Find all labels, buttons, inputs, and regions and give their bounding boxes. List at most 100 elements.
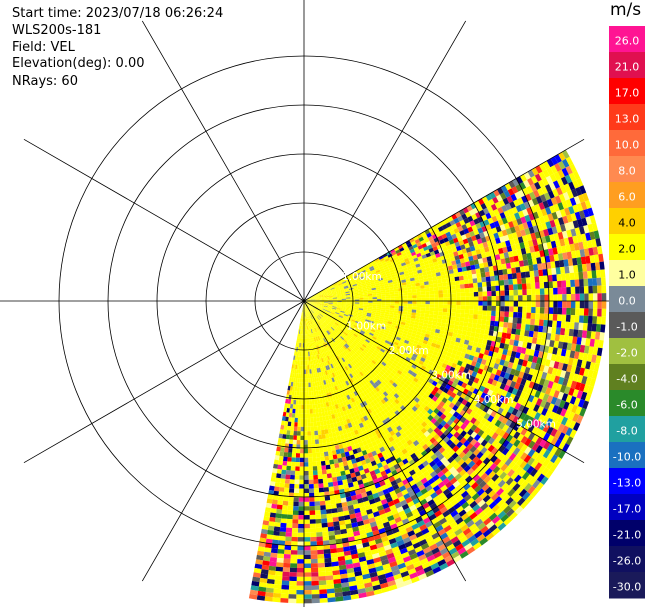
velocity-cell [477,282,483,288]
velocity-cell [372,275,378,279]
velocity-cell [575,301,580,309]
velocity-cell [461,361,467,368]
velocity-cell [491,285,496,292]
velocity-cell [385,294,391,297]
velocity-cell [315,298,320,300]
velocity-cell [403,295,408,299]
velocity-cell [469,230,476,237]
velocity-cell [381,336,387,341]
velocity-cell [419,316,425,321]
velocity-cell [351,271,357,275]
velocity-cell [439,229,446,236]
velocity-cell [565,273,571,281]
velocity-cell [337,296,342,298]
velocity-cell [545,184,552,193]
velocity-cell [451,293,457,298]
velocity-cell [464,353,470,360]
velocity-cell [353,310,359,313]
velocity-cell [459,366,466,372]
velocity-cell [575,344,581,353]
velocity-cell [553,390,560,399]
velocity-cell [479,363,486,370]
velocity-cell [511,322,517,329]
velocity-cell [425,294,430,298]
velocity-cell [445,339,452,345]
velocity-cell [371,271,377,275]
velocity-cell [384,285,390,289]
velocity-cell [596,316,602,325]
velocity-cell [559,259,565,268]
velocity-cell [346,302,351,304]
velocity-cell [428,227,435,233]
velocity-cell [520,378,527,386]
velocity-cell [396,345,402,351]
velocity-cell [432,257,438,263]
velocity-cell [586,239,593,249]
velocity-cell [306,299,311,301]
velocity-cell [499,342,505,349]
velocity-cell [496,259,502,266]
velocity-cell [380,309,386,312]
velocity-cell [369,318,375,322]
velocity-cell [375,328,381,333]
velocity-cell [341,301,347,304]
velocity-cell [524,330,530,337]
velocity-cell [327,306,333,309]
velocity-cell [513,340,519,347]
velocity-cell [474,351,480,358]
velocity-cell [401,333,407,338]
velocity-cell [332,299,338,301]
velocity-cell [517,236,524,244]
velocity-cell [405,346,411,352]
velocity-cell [365,279,370,283]
velocity-cell [502,197,510,206]
velocity-cell [550,333,556,341]
velocity-cell [444,343,451,349]
velocity-cell [587,369,594,379]
velocity-cell [465,373,472,380]
velocity-cell [385,307,390,311]
velocity-cell [460,334,467,340]
velocity-cell [476,357,483,364]
velocity-cell [559,208,567,218]
velocity-cell [501,332,507,339]
velocity-cell [555,354,561,363]
velocity-cell [385,301,391,304]
velocity-cell [326,289,331,292]
velocity-cell [386,262,392,267]
velocity-cell [521,359,528,367]
velocity-cell [420,313,425,317]
velocity-cell [511,232,518,239]
velocity-cell [442,293,448,298]
velocity-cell [365,319,370,323]
velocity-cell [457,329,463,335]
velocity-cell [521,195,528,204]
velocity-cell [524,265,530,272]
velocity-cell [471,269,477,275]
velocity-cell [357,273,363,277]
velocity-cell [394,291,399,294]
velocity-cell [412,327,418,332]
velocity-cell [491,379,498,387]
velocity-cell [306,301,311,304]
velocity-cell [398,305,404,309]
velocity-cell [318,307,323,310]
velocity-cell [553,287,558,295]
velocity-cell [345,307,350,310]
velocity-cell [353,312,358,316]
velocity-cell [559,384,567,394]
velocity-cell [429,297,435,301]
velocity-cell [385,296,391,299]
velocity-cell [509,306,514,312]
velocity-cell [428,314,434,319]
velocity-cell [351,279,356,283]
velocity-cell [475,383,482,391]
velocity-cell [408,245,414,251]
velocity-cell [465,335,471,341]
velocity-cell [549,419,557,429]
velocity-cell [366,315,371,319]
velocity-cell [319,302,324,304]
velocity-cell [577,264,583,273]
velocity-cell [371,285,376,289]
velocity-cell [387,279,393,284]
